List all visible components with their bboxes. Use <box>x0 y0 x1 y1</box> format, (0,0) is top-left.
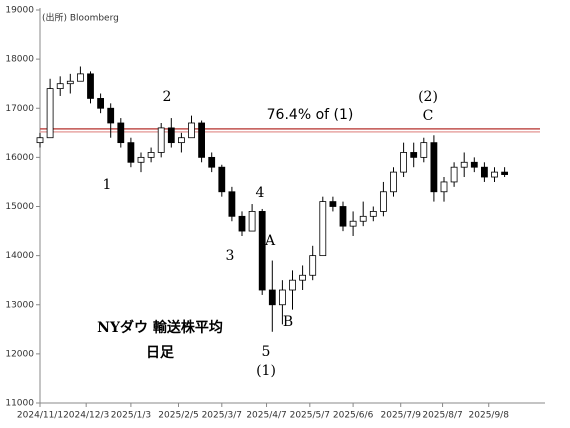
candle-body <box>369 211 377 217</box>
y-tick-label: 12000 <box>5 349 34 359</box>
candle-body <box>299 274 307 281</box>
x-tick-label: 2025/9/8 <box>469 411 510 421</box>
x-tick-label: 2024/12/3 <box>63 411 109 421</box>
candle-body <box>359 215 367 222</box>
y-tick-label: 14000 <box>5 251 34 261</box>
candle-body <box>390 171 397 193</box>
candle-body <box>147 152 155 158</box>
candle-body <box>440 181 448 193</box>
annotation: C <box>423 108 434 124</box>
candle-body <box>379 191 387 212</box>
y-tick-label: 18000 <box>5 55 34 65</box>
candle-body <box>157 127 165 153</box>
candle-body <box>208 156 216 168</box>
annotation: 日足 <box>146 345 175 361</box>
candle-body <box>501 171 509 175</box>
annotation: 76.4% of (1) <box>267 107 354 123</box>
candle-body <box>127 142 135 163</box>
annotation: 1 <box>103 177 112 193</box>
candle-body <box>410 152 418 158</box>
candle-body <box>480 166 488 178</box>
annotation: (1) <box>256 363 276 379</box>
candle-body <box>289 279 296 291</box>
candle-body <box>248 211 256 232</box>
candle-body <box>117 122 125 144</box>
annotation: NYダウ 輸送株平均 <box>97 319 223 336</box>
candle-body <box>420 142 428 158</box>
candle-body <box>66 80 74 85</box>
candle-body <box>188 122 195 139</box>
candle-body <box>278 289 286 306</box>
candle-body <box>167 127 175 144</box>
candle-body <box>36 137 44 144</box>
candle-body <box>268 289 276 306</box>
candle-body <box>329 201 337 207</box>
candle-body <box>460 161 468 168</box>
x-tick-label: 2025/4/7 <box>246 411 286 421</box>
candle-body <box>400 152 408 173</box>
candle-body <box>46 88 54 139</box>
y-tick-label: 15000 <box>5 202 34 212</box>
x-tick-label: 2024/11/1 <box>17 411 63 421</box>
x-tick-label: 2025/6/6 <box>333 411 374 421</box>
candle-body <box>218 166 226 193</box>
candle-body <box>137 156 145 163</box>
candle-body <box>228 191 236 217</box>
candle-body <box>430 142 438 193</box>
annotation: 4 <box>256 185 265 201</box>
y-tick-label: 16000 <box>5 153 34 163</box>
y-tick-label: 11000 <box>5 399 34 409</box>
x-tick-label: 2025/7/9 <box>381 411 422 421</box>
source: (出所) Bloomberg <box>42 12 119 24</box>
y-tick-label: 13000 <box>5 300 34 310</box>
y-tick-label: 19000 <box>5 6 34 16</box>
candle-body <box>56 83 64 89</box>
annotation: (2) <box>418 89 438 105</box>
x-tick-label: 2025/2/5 <box>158 411 198 421</box>
x-tick-label: 2025/1/3 <box>111 411 151 421</box>
candle-body <box>258 211 266 291</box>
annotation: 3 <box>226 248 235 264</box>
annotation: B <box>283 314 293 330</box>
candle-body <box>77 73 84 82</box>
x-tick-label: 2025/3/7 <box>202 411 242 421</box>
candle-body <box>238 215 246 232</box>
annotation: A <box>264 233 276 249</box>
annotation: 5 <box>262 344 271 360</box>
y-tick-label: 17000 <box>5 104 34 114</box>
annotation: 2 <box>163 89 172 105</box>
candle-body <box>450 166 458 183</box>
candle-body <box>198 122 206 158</box>
candle-body <box>339 206 347 227</box>
x-tick-label: 2025/5/7 <box>290 411 330 421</box>
x-tick-label: 2025/8/7 <box>422 411 462 421</box>
candle-body <box>87 73 94 99</box>
candle-body <box>107 107 115 124</box>
candle-body <box>97 98 104 109</box>
candle-body <box>319 201 327 257</box>
candle-body <box>349 220 357 227</box>
candle-body <box>491 171 498 178</box>
candle-body <box>177 137 185 144</box>
candle-body <box>470 161 478 168</box>
candle-body <box>309 255 317 276</box>
